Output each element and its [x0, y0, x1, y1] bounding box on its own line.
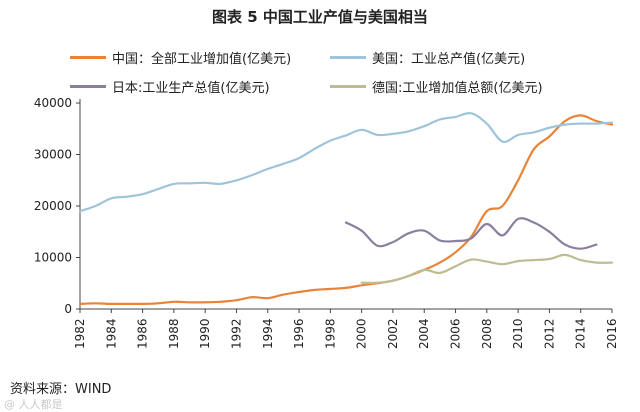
- x-tick-label: 1988: [167, 318, 181, 349]
- legend-label-japan: 日本:工业生产总值(亿美元): [112, 81, 270, 96]
- y-tick-label: 40000: [34, 96, 72, 110]
- legend-label-china: 中国：全部工业增加值(亿美元): [112, 52, 292, 67]
- legend-label-germany: 德国:工业增加值总额(亿美元): [372, 81, 543, 96]
- x-tick-label: 2014: [574, 318, 588, 349]
- legend-swatch-japan: [70, 85, 106, 88]
- series-line-usa: [78, 112, 614, 213]
- legend-item-usa: 美国：工业总产值(亿美元): [330, 48, 525, 67]
- x-tick-label: 1992: [229, 318, 243, 349]
- x-tick-label: 2006: [449, 318, 463, 349]
- x-tick-label: 2012: [542, 318, 556, 349]
- series-line-japan: [344, 217, 598, 250]
- x-tick-label: 2004: [417, 318, 431, 349]
- legend-swatch-usa: [330, 56, 366, 59]
- legend-item-china: 中国：全部工业增加值(亿美元): [70, 48, 291, 67]
- legend-swatch-germany: [330, 85, 366, 88]
- series-line-germany: [360, 253, 614, 284]
- x-tick-label: 1994: [261, 318, 275, 349]
- x-tick-label: 1996: [292, 318, 306, 349]
- x-tick-label: 2010: [511, 318, 525, 349]
- y-tick-label: 20000: [34, 199, 72, 213]
- x-tick-label: 1990: [198, 318, 212, 349]
- x-tick-label: 2002: [386, 318, 400, 349]
- x-tick-label: 2000: [355, 318, 369, 349]
- x-tick-label: 1998: [323, 318, 337, 349]
- source-note: 资料来源：WIND: [10, 382, 112, 397]
- series-line-china: [78, 114, 614, 305]
- legend-swatch-china: [70, 56, 106, 59]
- x-tick-label: 1982: [73, 318, 87, 349]
- y-tick-label: 10000: [34, 251, 72, 265]
- watermark: @ 人人都是: [4, 398, 63, 411]
- legend-item-japan: 日本:工业生产总值(亿美元): [70, 77, 270, 96]
- x-tick-label: 2016: [605, 318, 619, 349]
- chart-title: 图表 5 中国工业产值与美国相当: [212, 8, 428, 26]
- y-tick-label: 30000: [34, 148, 72, 162]
- x-tick-label: 2008: [480, 318, 494, 349]
- legend-label-usa: 美国：工业总产值(亿美元): [372, 52, 526, 67]
- legend-item-germany: 德国:工业增加值总额(亿美元): [330, 77, 543, 96]
- x-tick-label: 1986: [136, 318, 150, 349]
- y-tick-label: 0: [64, 302, 72, 316]
- x-tick-label: 1984: [104, 318, 118, 349]
